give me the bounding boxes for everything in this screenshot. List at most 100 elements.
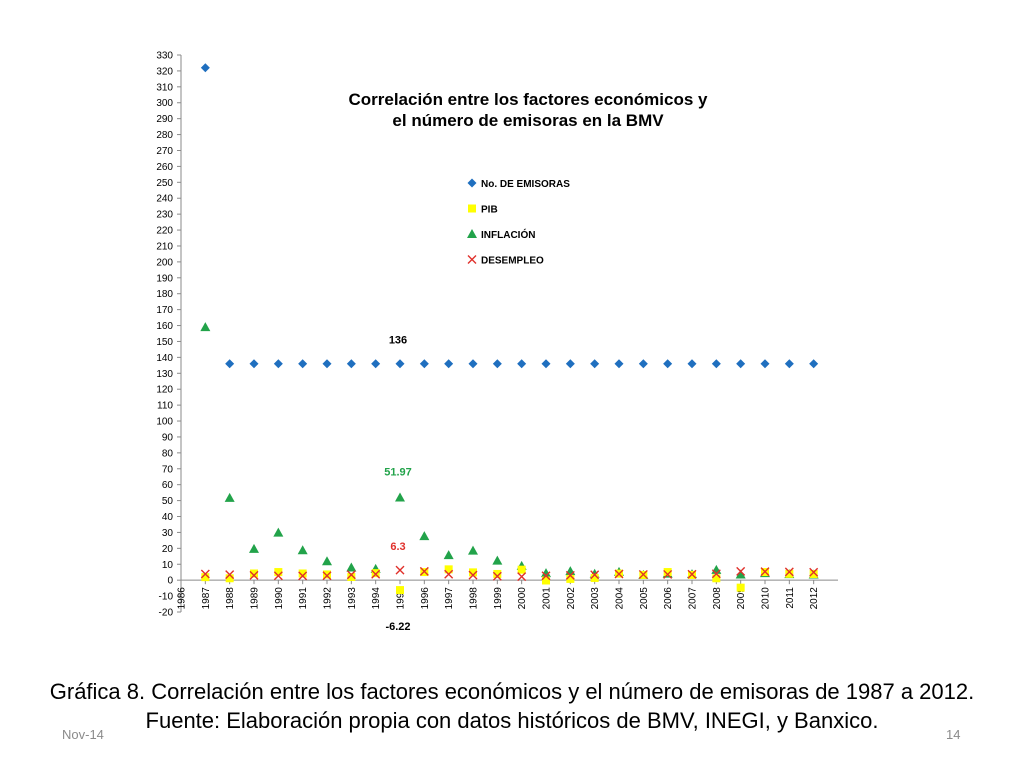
y-tick-label: 80 bbox=[162, 448, 174, 459]
data-point bbox=[274, 568, 283, 577]
footer-date: Nov-14 bbox=[62, 727, 104, 742]
data-point bbox=[468, 545, 478, 555]
data-point bbox=[444, 569, 454, 579]
y-tick-label: 300 bbox=[156, 98, 173, 109]
data-point bbox=[396, 586, 404, 595]
data-point bbox=[273, 571, 283, 581]
data-label: 6.3 bbox=[390, 541, 405, 553]
y-tick-label: 130 bbox=[156, 369, 173, 380]
data-point bbox=[224, 492, 235, 502]
y-tick-label: 180 bbox=[156, 289, 173, 300]
data-label: 51.97 bbox=[384, 466, 412, 478]
data-point bbox=[346, 562, 357, 572]
y-tick-label: 190 bbox=[156, 273, 173, 284]
data-point bbox=[809, 567, 819, 577]
page-number: 14 bbox=[946, 727, 961, 742]
data-point bbox=[565, 566, 576, 576]
data-point bbox=[419, 359, 429, 369]
data-point bbox=[249, 543, 259, 553]
chart-title-line-1: Correlación entre los factores económico… bbox=[348, 90, 708, 109]
data-point bbox=[273, 527, 284, 537]
data-point bbox=[542, 576, 550, 585]
data-point bbox=[201, 573, 210, 582]
x-tick-label: 1988 bbox=[225, 587, 236, 610]
y-axis: -20 -10 0 10 20 30 40 50 60 70 80 90 100 110 120 130 140… bbox=[156, 51, 182, 619]
data-point bbox=[784, 359, 794, 369]
y-tick-label: 330 bbox=[156, 51, 173, 62]
x-tick-label: 1998 bbox=[469, 587, 480, 610]
y-tick-label: 250 bbox=[156, 178, 173, 189]
series-desempleo bbox=[200, 565, 819, 582]
data-point bbox=[200, 322, 211, 332]
x-tick-label: 2009 bbox=[736, 587, 747, 610]
data-point bbox=[297, 545, 308, 555]
y-tick-label: 170 bbox=[156, 305, 173, 316]
y-tick-label: 200 bbox=[156, 257, 173, 268]
data-point bbox=[492, 571, 502, 581]
scatter-chart: -20 -10 0 10 20 30 40 50 60 70 80 90 100 110 120 130 140… bbox=[156, 51, 838, 633]
data-point bbox=[225, 574, 234, 583]
data-point bbox=[346, 359, 356, 369]
data-point bbox=[250, 569, 258, 578]
data-point bbox=[517, 565, 526, 574]
x-tick-label: 1994 bbox=[371, 587, 382, 610]
data-point bbox=[493, 569, 502, 578]
x-tick-label: 2007 bbox=[688, 587, 699, 610]
figure-source: Fuente: Elaboración propia con datos his… bbox=[145, 708, 879, 733]
data-point bbox=[419, 566, 429, 576]
legend-marker bbox=[467, 178, 477, 188]
data-point bbox=[541, 359, 551, 369]
data-point bbox=[517, 359, 527, 369]
data-point bbox=[614, 569, 624, 579]
data-point bbox=[566, 574, 575, 583]
data-point bbox=[809, 569, 818, 578]
data-point bbox=[760, 567, 770, 577]
annotations: 136 51.97 6.3 -6.22 bbox=[384, 335, 412, 633]
y-tick-label: 210 bbox=[156, 241, 173, 252]
data-point bbox=[371, 569, 380, 578]
data-point bbox=[395, 565, 405, 575]
x-tick-label: 2004 bbox=[615, 587, 626, 610]
y-tick-label: -10 bbox=[159, 592, 174, 603]
data-point bbox=[298, 569, 307, 578]
data-point bbox=[736, 583, 745, 592]
data-point bbox=[468, 359, 478, 369]
x-tick-label: 1987 bbox=[201, 587, 212, 610]
data-point bbox=[225, 359, 235, 369]
legend-label: No. DE EMISORAS bbox=[481, 179, 570, 190]
data-point bbox=[346, 570, 356, 580]
data-point bbox=[590, 570, 600, 580]
data-point bbox=[638, 569, 648, 579]
data-point bbox=[736, 359, 746, 369]
series-no-de-emisoras bbox=[200, 63, 819, 369]
data-point bbox=[760, 359, 770, 369]
y-tick-label: 20 bbox=[162, 544, 174, 555]
y-tick-label: 120 bbox=[156, 385, 173, 396]
data-point bbox=[541, 568, 551, 578]
chart-title-line-2: el número de emisoras en la BMV bbox=[392, 111, 664, 130]
legend-marker bbox=[467, 229, 477, 238]
legend-label: PIB bbox=[481, 205, 498, 216]
x-tick-label: 2006 bbox=[663, 587, 674, 610]
data-point bbox=[736, 566, 746, 576]
data-point bbox=[663, 569, 673, 579]
data-point bbox=[322, 556, 332, 566]
y-tick-label: 260 bbox=[156, 162, 173, 173]
x-tick-label: 2005 bbox=[639, 587, 650, 610]
data-point bbox=[395, 359, 405, 369]
data-point bbox=[225, 570, 235, 580]
series-inflaci-n bbox=[200, 322, 819, 579]
data-point bbox=[687, 359, 697, 369]
data-point bbox=[419, 531, 430, 541]
data-point bbox=[541, 571, 551, 581]
y-tick-label: 160 bbox=[156, 321, 173, 332]
data-point bbox=[809, 359, 819, 369]
data-point bbox=[469, 568, 477, 577]
y-tick-label: 70 bbox=[162, 464, 174, 475]
data-label: 136 bbox=[389, 335, 407, 347]
x-tick-label: 1989 bbox=[250, 587, 261, 610]
y-tick-label: 100 bbox=[156, 417, 173, 428]
y-tick-label: 40 bbox=[162, 512, 174, 523]
data-point bbox=[711, 569, 721, 579]
data-point bbox=[322, 571, 332, 581]
